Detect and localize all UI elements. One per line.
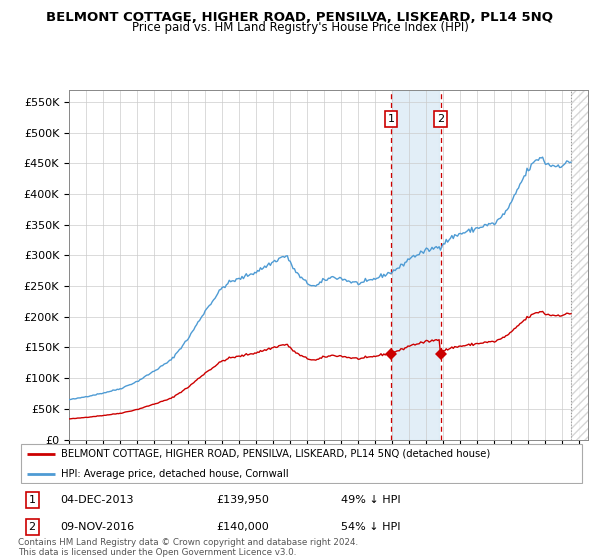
Text: 49% ↓ HPI: 49% ↓ HPI bbox=[341, 495, 401, 505]
Text: 1: 1 bbox=[388, 114, 394, 124]
Text: 2: 2 bbox=[437, 114, 444, 124]
Text: 09-NOV-2016: 09-NOV-2016 bbox=[61, 522, 134, 532]
Text: 04-DEC-2013: 04-DEC-2013 bbox=[61, 495, 134, 505]
Text: £140,000: £140,000 bbox=[217, 522, 269, 532]
Bar bbox=[571, 90, 588, 440]
Text: 1: 1 bbox=[29, 495, 35, 505]
FancyBboxPatch shape bbox=[21, 444, 582, 483]
Text: Contains HM Land Registry data © Crown copyright and database right 2024.
This d: Contains HM Land Registry data © Crown c… bbox=[18, 538, 358, 557]
Text: BELMONT COTTAGE, HIGHER ROAD, PENSILVA, LISKEARD, PL14 5NQ (detached house): BELMONT COTTAGE, HIGHER ROAD, PENSILVA, … bbox=[61, 449, 490, 459]
Text: 54% ↓ HPI: 54% ↓ HPI bbox=[341, 522, 401, 532]
Text: £139,950: £139,950 bbox=[217, 495, 269, 505]
Text: Price paid vs. HM Land Registry's House Price Index (HPI): Price paid vs. HM Land Registry's House … bbox=[131, 21, 469, 34]
Text: 2: 2 bbox=[29, 522, 36, 532]
Text: HPI: Average price, detached house, Cornwall: HPI: Average price, detached house, Corn… bbox=[61, 469, 288, 479]
Text: BELMONT COTTAGE, HIGHER ROAD, PENSILVA, LISKEARD, PL14 5NQ: BELMONT COTTAGE, HIGHER ROAD, PENSILVA, … bbox=[47, 11, 554, 24]
